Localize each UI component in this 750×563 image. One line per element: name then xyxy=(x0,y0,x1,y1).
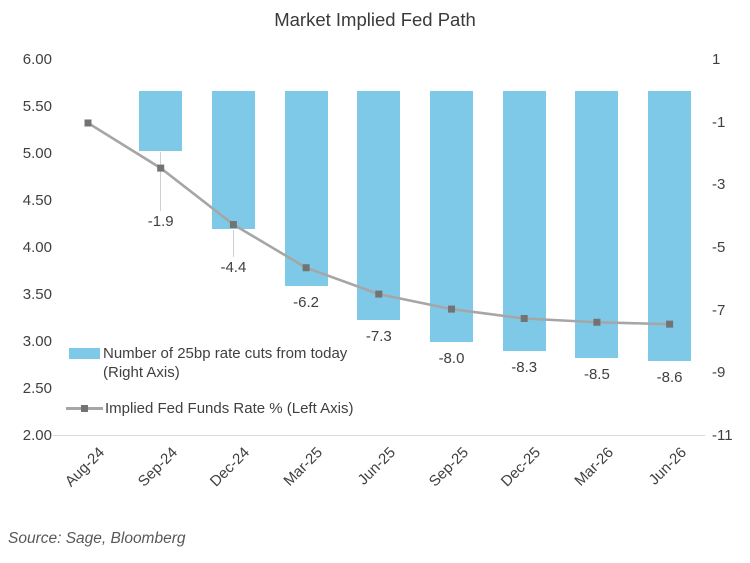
left-axis-tick: 2.00 xyxy=(22,427,52,444)
bar-data-label: -7.3 xyxy=(365,328,392,346)
left-axis-tick: 6.00 xyxy=(22,51,52,68)
right-axis-tick: 1 xyxy=(712,51,721,68)
bar-mar-25 xyxy=(284,91,328,286)
chart-title: Market Implied Fed Path xyxy=(274,9,476,30)
data-label-leader-line xyxy=(160,151,162,211)
bar-data-label: -8.3 xyxy=(511,359,538,377)
bar-data-label: -8.5 xyxy=(583,365,610,383)
bar-data-label: -4.4 xyxy=(220,259,247,277)
right-axis-tick: -1 xyxy=(712,113,726,131)
legend-item-rate-cuts: Number of 25bp rate cuts from today (Rig… xyxy=(66,344,353,382)
line-marker-icon xyxy=(81,405,88,412)
right-axis-tick: -9 xyxy=(712,364,726,382)
legend-label-rate-cuts: Number of 25bp rate cuts from today (Rig… xyxy=(103,345,348,381)
legend-label-fed-funds: Implied Fed Funds Rate % (Left Axis) xyxy=(105,400,354,417)
bar-sep-24 xyxy=(139,91,183,151)
bar-data-label: -1.9 xyxy=(147,212,174,230)
left-axis-tick: 3.00 xyxy=(22,333,52,350)
bar-jun-26 xyxy=(648,91,692,361)
bar-data-label: -8.0 xyxy=(438,350,465,367)
left-axis-tick: 4.00 xyxy=(22,239,52,256)
legend-item-fed-funds: Implied Fed Funds Rate % (Left Axis) xyxy=(66,399,353,418)
right-axis-tick: -11 xyxy=(712,427,733,444)
right-axis-tick: -5 xyxy=(712,239,726,256)
bar-mar-26 xyxy=(575,91,619,358)
right-axis-tick: -3 xyxy=(712,176,726,194)
left-axis-tick: 3.50 xyxy=(22,286,52,303)
source-attribution: Source: Sage, Bloomberg xyxy=(8,530,186,547)
x-axis-line xyxy=(53,435,705,436)
bar-data-label: -8.6 xyxy=(656,368,683,386)
line-marker-point xyxy=(84,119,92,127)
left-axis-tick: 2.50 xyxy=(22,380,52,397)
bar-dec-24 xyxy=(211,91,255,230)
bar-sep-25 xyxy=(430,91,473,342)
data-label-leader-line xyxy=(232,230,234,258)
bar-jun-25 xyxy=(357,91,401,321)
left-axis-tick: 5.50 xyxy=(22,98,52,115)
bar-data-label: -6.2 xyxy=(293,293,320,311)
right-axis-tick: -7 xyxy=(712,301,726,319)
line-series-swatch-icon xyxy=(66,405,103,412)
bar-series-swatch-icon xyxy=(69,348,100,359)
left-axis-tick: 4.50 xyxy=(22,192,52,209)
left-axis-tick: 5.00 xyxy=(22,145,52,162)
legend: Number of 25bp rate cuts from today (Rig… xyxy=(66,344,353,418)
bar-dec-25 xyxy=(502,91,546,352)
